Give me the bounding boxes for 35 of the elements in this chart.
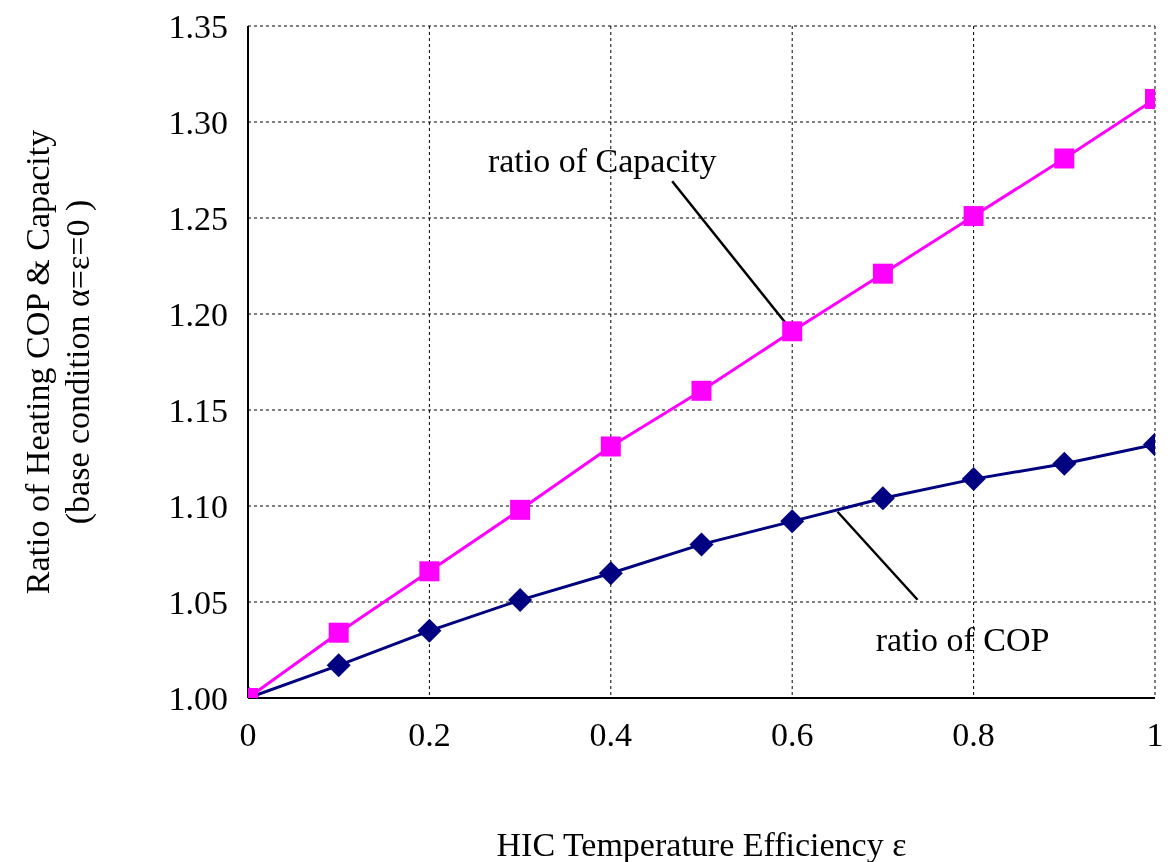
point bbox=[691, 380, 712, 401]
point bbox=[598, 561, 623, 586]
point bbox=[328, 622, 349, 643]
point bbox=[508, 588, 533, 613]
point bbox=[1052, 451, 1077, 476]
y-tick-label: 1.05 bbox=[168, 584, 228, 622]
point bbox=[872, 263, 893, 284]
annotation: ratio of Capacity bbox=[487, 142, 717, 180]
y-axis-title: Ratio of Heating COP & Capacity (base condition α=ε=0 ) bbox=[19, 129, 97, 595]
x-tick-label: 0.2 bbox=[408, 716, 451, 754]
x-tick-label: 0.6 bbox=[770, 716, 814, 754]
x-tick-label: 0.4 bbox=[589, 716, 633, 754]
x-tick-label: 1 bbox=[1146, 716, 1164, 754]
point bbox=[419, 561, 440, 582]
point bbox=[782, 321, 803, 342]
point bbox=[963, 206, 984, 227]
point bbox=[600, 436, 621, 457]
point bbox=[780, 509, 805, 534]
point bbox=[689, 532, 714, 557]
point bbox=[510, 499, 531, 520]
annotation: ratio of COP bbox=[875, 620, 1050, 658]
y-tick-label: 1.20 bbox=[168, 296, 228, 334]
point bbox=[870, 486, 895, 511]
point bbox=[961, 467, 986, 492]
point bbox=[417, 618, 442, 643]
x-tick-label: 0.8 bbox=[952, 716, 995, 754]
y-tick-label: 1.30 bbox=[168, 104, 228, 142]
point bbox=[326, 653, 351, 678]
point bbox=[1054, 148, 1075, 169]
x-tick-label: 0 bbox=[239, 716, 257, 754]
y-tick-label: 1.25 bbox=[168, 200, 228, 238]
y-tick-label: 1.00 bbox=[168, 680, 228, 718]
y-tick-label: 1.15 bbox=[168, 392, 228, 430]
y-tick-label: 1.35 bbox=[168, 8, 228, 46]
y-tick-label: 1.10 bbox=[168, 488, 228, 526]
